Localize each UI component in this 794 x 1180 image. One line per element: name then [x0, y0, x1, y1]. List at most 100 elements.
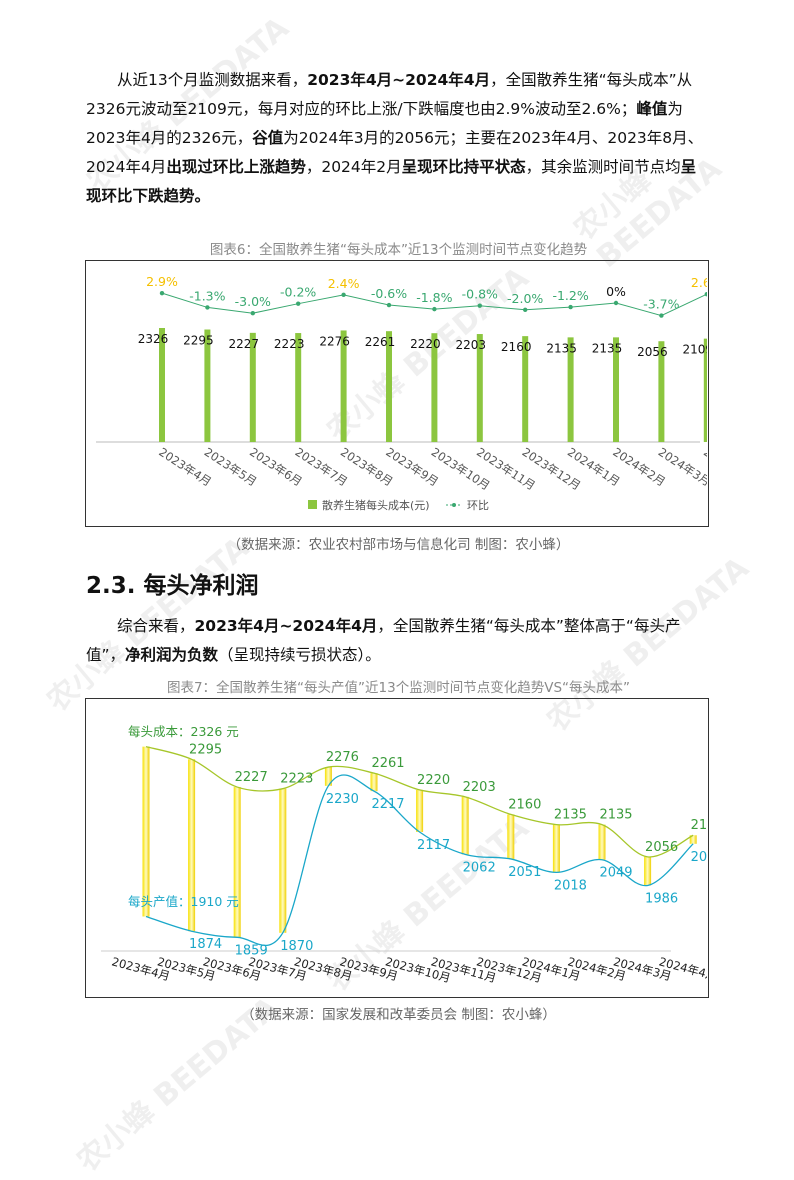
value-data-label: 2217: [371, 797, 404, 812]
value-first-label: 每头产值：1910 元: [128, 894, 239, 909]
line-data-label: -1.2%: [552, 288, 588, 303]
value-data-label: 2117: [417, 838, 450, 853]
chart7-source: （数据来源：国家发展和改革委员会 制图：农小蜂）: [241, 1007, 556, 1023]
bar-data-label: 2227: [229, 337, 260, 351]
line-point: [659, 313, 664, 318]
cost-data-label: 2295: [189, 742, 222, 757]
bar: [249, 332, 256, 442]
value-data-label: 1870: [280, 939, 313, 954]
text-segment: 呈现环比持平状态: [401, 158, 526, 176]
gap-bar: [552, 824, 560, 873]
line-point: [159, 290, 165, 296]
value-data-label: 2088: [691, 850, 707, 865]
gap-bar: [416, 789, 424, 832]
line-point: [568, 304, 573, 310]
bar: [522, 336, 529, 442]
paragraph-profit-summary: 综合来看，2023年4月~2024年4月，全国散养生猪“每头成本”整体高于“每头…: [86, 612, 711, 670]
value-data-label: 2230: [326, 792, 359, 807]
text-segment: 从近13个月监测数据来看，: [117, 71, 308, 89]
text-segment: 为2023年4月的2326元，: [86, 100, 683, 147]
bar-data-label: 2109: [683, 343, 707, 357]
cost-data-label: 2227: [235, 770, 268, 785]
gap-bar: [142, 746, 150, 917]
cost-data-label: 2223: [280, 772, 313, 787]
line-point: [296, 301, 301, 306]
bar: [613, 337, 619, 442]
value-data-label: 2051: [508, 865, 541, 880]
text-segment: 2023年4月~2024年4月: [307, 71, 491, 89]
gap-bar: [188, 759, 196, 932]
bar-data-label: 2276: [319, 334, 350, 348]
chart6-frame: 2326 2.9% 2023年4月 2295 -1.3% 2023年5月 2227 -3.0%…: [85, 260, 709, 527]
legend-label-mom: 环比: [467, 499, 489, 512]
bar-data-label: 2135: [546, 341, 577, 355]
cost-first-label: 每头成本：2326 元: [128, 724, 239, 739]
cost-data-label: 2056: [645, 840, 678, 855]
line-point: [432, 306, 437, 312]
gap-bar: [324, 767, 332, 786]
cost-data-label: 2109: [691, 818, 707, 833]
line-data-label: -0.2%: [280, 285, 316, 300]
chart7-caption: 图表7：全国散养生猪“每头产值”近13个监测时间节点变化趋势VS“每头成本”: [166, 680, 631, 696]
line-point: [341, 292, 346, 298]
line-data-label: 2.9%: [146, 274, 178, 289]
bar-data-label: 2223: [274, 337, 305, 351]
text-segment: ，2024年2月: [305, 158, 402, 176]
cost-data-label: 2160: [508, 797, 541, 812]
series-line-value: [145, 774, 694, 946]
cost-data-label: 2135: [554, 808, 587, 823]
bar-data-label: 2056: [637, 345, 668, 359]
text-segment: 峰值: [636, 100, 668, 118]
section-heading: 2.3. 每头净利润: [86, 573, 259, 599]
chart7-value-vs-cost: 2023年4月229518742023年5月222718592023年6月222…: [101, 724, 707, 985]
text-segment: 2023年4月~2024年4月: [194, 617, 378, 635]
cost-data-label: 2220: [417, 773, 450, 788]
text-segment: （呈现持续亏损状态）。: [218, 646, 381, 664]
value-data-label: 1986: [645, 891, 678, 906]
legend-dot-mom: [452, 503, 456, 507]
line-data-label: -3.7%: [643, 297, 679, 312]
cost-data-label: 2203: [463, 780, 496, 795]
bar: [295, 333, 302, 442]
bar-data-label: 2220: [410, 337, 441, 351]
gap-bar: [507, 814, 515, 859]
value-data-label: 1859: [235, 943, 268, 958]
text-segment: 净利润为负数: [125, 646, 219, 664]
gap-bar: [689, 835, 697, 844]
text-segment: 呈现环比下跌趋势。: [86, 158, 697, 205]
line-data-label: -3.0%: [235, 294, 271, 309]
bar-data-label: 2160: [501, 340, 532, 354]
text-segment: 综合来看，: [117, 617, 195, 635]
bar: [159, 328, 165, 442]
legend-label-cost: 散养生猪每头成本(元): [322, 498, 430, 512]
bar: [204, 329, 211, 442]
line-point: [704, 291, 707, 297]
chart6-cost-trend: 23262.9%2023年4月2295-1.3%2023年5月2227-3.0%…: [96, 274, 707, 512]
line-data-label: -0.6%: [371, 286, 407, 301]
line-point: [250, 311, 255, 316]
line-point: [523, 307, 528, 312]
bar: [386, 331, 392, 442]
line-data-label: -1.3%: [189, 288, 225, 303]
bar-data-label: 2261: [365, 335, 396, 349]
bar: [431, 333, 438, 442]
value-data-label: 2049: [599, 866, 632, 881]
legend-swatch-cost: [308, 500, 317, 509]
line-data-label: -1.8%: [416, 290, 452, 305]
gap-bar: [233, 787, 241, 938]
gap-bar: [279, 788, 287, 933]
bar: [703, 338, 707, 442]
chart6-caption: 图表6：全国散养生猪“每头成本”近13个监测时间节点变化趋势: [209, 242, 588, 258]
bar-data-label: 2203: [456, 338, 487, 352]
line-data-label: -2.0%: [507, 291, 543, 306]
bar: [340, 330, 347, 442]
value-data-label: 2062: [463, 860, 496, 875]
bar-data-label: 2295: [183, 334, 214, 348]
chart6-source: （数据来源：农业农村部市场与信息化司 制图：农小蜂）: [227, 537, 570, 553]
gap-bar: [598, 824, 606, 860]
line-point: [613, 300, 619, 306]
line-data-label: 2.6%: [691, 275, 707, 290]
bar: [567, 337, 574, 442]
text-segment: ，全国散养生猪“每头成本”整体高于“每头产值”，: [86, 617, 681, 664]
line-data-label: 2.4%: [328, 276, 360, 291]
